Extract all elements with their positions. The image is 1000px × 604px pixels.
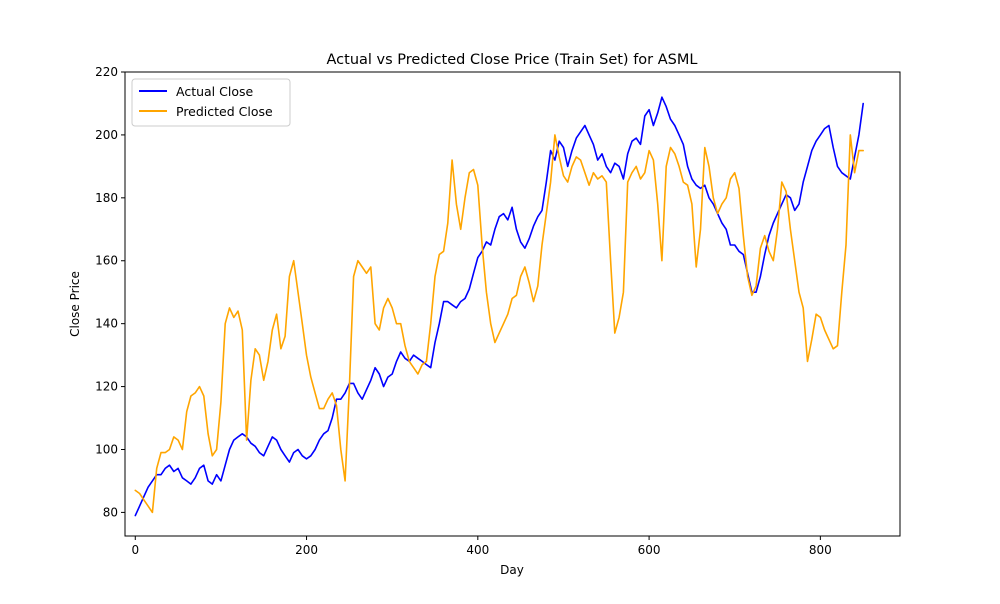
y-tick-label: 140	[95, 317, 118, 331]
x-tick-label: 600	[638, 543, 661, 557]
y-axis-label: Close Price	[68, 271, 82, 337]
series-layer	[134, 96, 864, 517]
y-tick-label: 200	[95, 128, 118, 142]
y-tick-label: 120	[95, 380, 118, 394]
x-axis-ticks: 0 200 400 600 800	[131, 536, 832, 557]
legend-box	[131, 78, 291, 127]
x-tick-label: 800	[809, 543, 832, 557]
x-axis-label: Day	[500, 563, 524, 577]
legend-label-predicted: Predicted Close	[176, 104, 273, 119]
x-tick-label: 0	[131, 543, 139, 557]
y-tick-label: 220	[95, 65, 118, 79]
x-tick-label: 200	[295, 543, 318, 557]
legend-label-actual: Actual Close	[176, 84, 253, 99]
y-tick-label: 100	[95, 442, 118, 456]
legend: Actual Close Predicted Close	[131, 78, 291, 127]
plot-frame	[124, 71, 901, 537]
x-tick-label: 400	[466, 543, 489, 557]
chart-title: Actual vs Predicted Close Price (Train S…	[327, 52, 698, 68]
y-tick-label: 180	[95, 191, 118, 205]
series-line-actual	[134, 96, 864, 517]
y-axis-ticks: 80 100 120 140 160 180 200 220	[95, 65, 125, 519]
series-line-predicted	[134, 134, 864, 514]
y-tick-label: 160	[95, 254, 118, 268]
y-tick-label: 80	[103, 505, 118, 519]
